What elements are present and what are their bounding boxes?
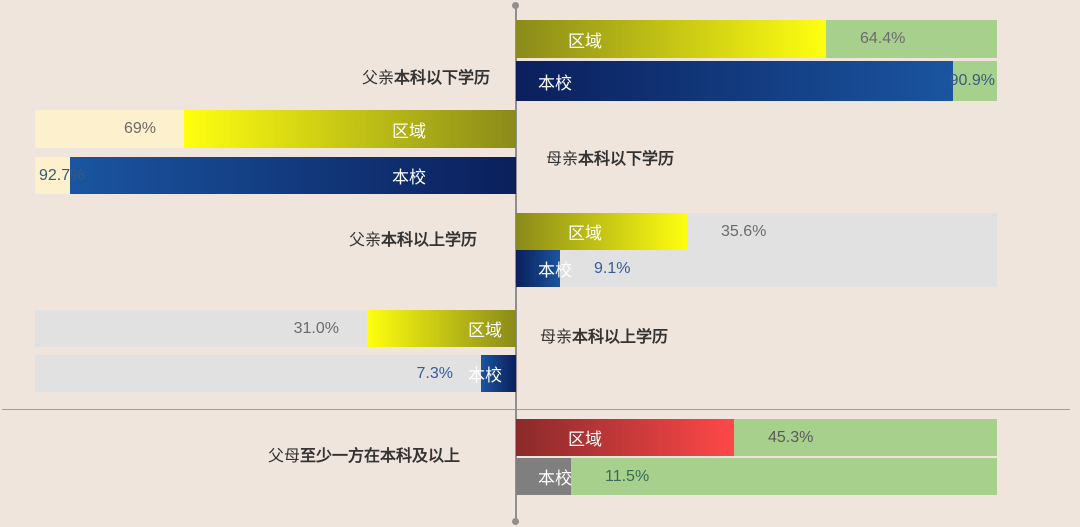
- value-label: 92.7%: [39, 166, 85, 184]
- bar-fill: [516, 250, 560, 287]
- value-label: 35.6%: [721, 222, 767, 240]
- category-label: 父母至少一方在本科及以上: [268, 442, 460, 466]
- bar-fill: [516, 458, 571, 495]
- bar-track: [516, 250, 997, 287]
- series-label: 本校: [392, 168, 426, 187]
- bar-row: 区域 45.3%: [516, 419, 997, 456]
- category-label: 母亲本科以上学历: [540, 323, 668, 347]
- section-divider: [2, 409, 1070, 410]
- category-label-emphasis: 本科以下学历: [393, 70, 490, 87]
- category-label: 父亲本科以下学历: [362, 64, 490, 88]
- value-label: 64.4%: [860, 30, 906, 47]
- bar-row: 区域 69%: [35, 110, 516, 148]
- category-label: 父亲本科以上学历: [349, 226, 477, 250]
- category-label-prefix: 父亲: [361, 70, 394, 87]
- axis-bottom-dot: [512, 518, 519, 525]
- bar-fill: [516, 61, 953, 101]
- value-label: 9.1%: [594, 259, 631, 277]
- category-label-prefix: 父母: [267, 448, 300, 465]
- category-label-emphasis: 本科以上学历: [572, 329, 669, 346]
- value-label: 7.3%: [416, 364, 453, 382]
- series-label: 本校: [468, 366, 502, 385]
- bar-fill: [70, 157, 516, 194]
- series-label: 本校: [538, 261, 572, 280]
- series-label: 区域: [392, 121, 426, 141]
- series-label: 本校: [538, 73, 572, 93]
- bar-row: 本校 9.1%: [516, 250, 997, 287]
- value-label: 45.3%: [768, 428, 814, 446]
- bar-fill: [516, 213, 687, 250]
- value-label: 90.9%: [949, 72, 995, 89]
- series-label: 区域: [568, 224, 602, 243]
- category-label-emphasis: 本科以下学历: [578, 151, 675, 168]
- value-label: 31.0%: [293, 319, 339, 337]
- axis-top-dot: [512, 2, 519, 9]
- bar-row: 区域 31.0%: [35, 310, 516, 347]
- bar-fill: [367, 310, 516, 347]
- bar-fill: [516, 419, 734, 456]
- category-label-prefix: 父亲: [348, 232, 381, 249]
- center-axis: [515, 5, 517, 522]
- bar-row: 本校 11.5%: [516, 458, 997, 495]
- series-label: 本校: [538, 469, 572, 488]
- bar-fill: [481, 355, 516, 392]
- bar-fill: [516, 20, 826, 58]
- bar-row: 区域 64.4%: [516, 20, 997, 58]
- bar-row: 本校 7.3%: [35, 355, 516, 392]
- bar-track: [516, 458, 997, 495]
- value-label: 11.5%: [605, 467, 650, 485]
- bar-fill: [184, 110, 516, 148]
- category-label-prefix: 母亲: [546, 151, 579, 168]
- bar-row: 本校 90.9%: [516, 61, 997, 101]
- category-label-prefix: 母亲: [540, 329, 573, 346]
- bar-row: 本校 92.7%: [35, 157, 516, 194]
- series-label: 区域: [468, 321, 502, 340]
- series-label: 区域: [568, 31, 602, 51]
- category-label: 母亲本科以下学历: [546, 145, 674, 169]
- category-label-emphasis: 至少一方在本科及以上: [299, 448, 460, 465]
- series-label: 区域: [568, 430, 602, 449]
- bar-row: 区域 35.6%: [516, 213, 997, 250]
- bar-track: [35, 355, 516, 392]
- category-label-emphasis: 本科以上学历: [380, 232, 477, 249]
- value-label: 69%: [123, 120, 156, 137]
